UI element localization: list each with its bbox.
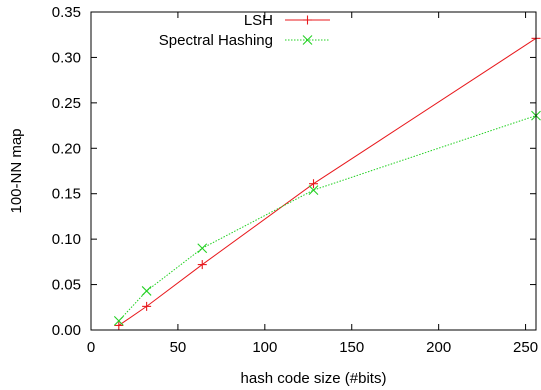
legend: LSH Spectral Hashing [159,12,330,49]
series-1-point-d2 [113,316,124,326]
series-1-point [141,286,152,296]
series-0-point [309,179,318,189]
series-1-point-d2 [308,185,319,195]
legend-label-0: LSH [244,12,273,29]
y-tick-label: 0.10 [52,231,81,248]
y-tick-label: 0.30 [52,49,81,66]
y-tick-label: 0.00 [52,322,81,339]
series-0-point [142,301,152,311]
x-tick-label: 0 [87,339,95,356]
axis-ticks: 0 50 100 150 200 250 0.00 0.05 0.10 0.15 0.20 0.25 0… [52,4,538,356]
y-axis-title: 100-NN map [8,128,25,213]
series-1-point [113,316,124,326]
plot-marks [113,33,541,330]
legend-marker-0 [303,15,312,25]
series-1-point-d2 [197,243,208,254]
legend-marker-1 [302,35,313,45]
series-1-point [197,243,208,254]
y-tick-label: 0.20 [52,140,81,157]
y-tick-label: 0.15 [52,186,81,203]
x-tick-label: 150 [339,339,364,356]
x-tick-label: 50 [170,339,187,356]
x-tick-label: 200 [426,339,451,356]
y-tick-label: 0.05 [52,277,81,294]
series-1-point-d2 [141,286,152,296]
series-0-point [197,260,207,270]
x-axis-title: hash code size (#bits) [241,370,387,387]
x-tick-label: 100 [252,339,277,356]
y-tick-label: 0.35 [52,4,81,21]
series-1-point [308,185,319,195]
plot-frame [90,11,537,331]
legend-marker-1-d2 [302,35,313,45]
legend-label-1: Spectral Hashing [159,32,273,49]
series-0-point [114,320,124,330]
y-tick-label: 0.25 [52,95,81,112]
x-tick-label: 250 [513,339,538,356]
